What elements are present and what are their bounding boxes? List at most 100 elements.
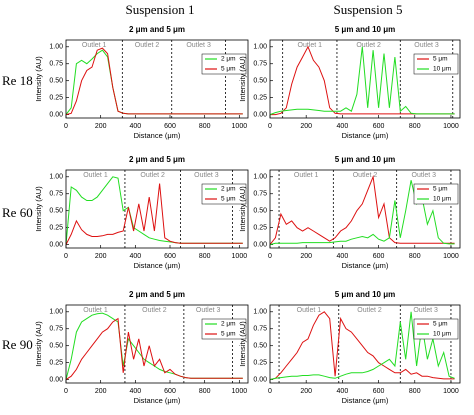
- y-tick-label: 1.00: [49, 44, 63, 51]
- legend-label: 10 μm: [433, 331, 451, 338]
- x-tick-label: 600: [164, 388, 176, 395]
- legend-label: 5 μm: [433, 321, 448, 328]
- x-tick-label: 200: [300, 253, 312, 260]
- x-tick-label: 0: [268, 123, 272, 130]
- y-tick-label: 0.50: [49, 78, 63, 85]
- plot-frame: [65, 304, 249, 384]
- x-tick-label: 600: [373, 253, 385, 260]
- x-tick-label: 800: [409, 388, 421, 395]
- y-tick-label: 0.00: [49, 376, 63, 383]
- x-tick-label: 400: [129, 388, 141, 395]
- plot-frame: [269, 304, 461, 384]
- x-tick-label: 0: [64, 123, 68, 130]
- outlet-label: Outlet 2: [356, 42, 381, 49]
- legend-label: 2 μm: [221, 56, 236, 63]
- outlet-label: Outlet 3: [196, 307, 221, 314]
- outlet-label: Outlet 3: [186, 42, 211, 49]
- x-tick-label: 800: [409, 253, 421, 260]
- y-tick-label: 0.50: [49, 208, 63, 215]
- x-tick-label: 600: [373, 123, 385, 130]
- legend-label: 10 μm: [433, 196, 451, 203]
- y-tick-label: 0.75: [49, 61, 63, 68]
- x-tick-label: 400: [337, 123, 349, 130]
- x-tick-label: 200: [95, 123, 107, 130]
- plot-frame: [65, 169, 249, 249]
- y-axis-label: Intensity (AU): [238, 56, 247, 102]
- x-tick-label: 1000: [232, 123, 248, 130]
- outlet-label: Outlet 2: [142, 307, 167, 314]
- outlet-label: Outlet 2: [357, 307, 382, 314]
- row-label: Re 60: [2, 205, 33, 220]
- x-tick-label: 1000: [443, 388, 459, 395]
- x-tick-label: 800: [199, 388, 211, 395]
- y-tick-label: 1.00: [253, 44, 267, 51]
- x-axis-label: Distance (μm): [134, 261, 181, 270]
- chart-title: 2 μm and 5 μm: [129, 155, 185, 164]
- y-tick-label: 0.00: [253, 241, 267, 248]
- series-line: [269, 180, 455, 246]
- x-tick-label: 400: [337, 253, 349, 260]
- x-tick-label: 800: [199, 253, 211, 260]
- y-axis-label: Intensity (AU): [34, 186, 43, 232]
- x-tick-label: 400: [337, 388, 349, 395]
- y-tick-label: 0.00: [253, 376, 267, 383]
- x-tick-label: 400: [129, 253, 141, 260]
- y-tick-label: 0.50: [49, 343, 63, 350]
- y-axis-label: Intensity (AU): [34, 321, 43, 367]
- y-axis-label: Intensity (AU): [238, 186, 247, 232]
- x-axis-label: Distance (μm): [342, 261, 389, 270]
- x-tick-label: 200: [95, 388, 107, 395]
- x-tick-label: 400: [129, 123, 141, 130]
- x-tick-label: 200: [95, 253, 107, 260]
- outlet-label: Outlet 1: [83, 172, 108, 179]
- outlet-label: Outlet 2: [353, 172, 378, 179]
- outlet-label: Outlet 1: [297, 307, 322, 314]
- chart-title: 2 μm and 5 μm: [129, 290, 185, 299]
- y-tick-label: 1.00: [49, 309, 63, 316]
- chart-title: 2 μm and 5 μm: [129, 25, 185, 34]
- x-tick-label: 0: [268, 388, 272, 395]
- series-line: [65, 47, 243, 116]
- y-tick-label: 0.25: [253, 224, 267, 231]
- y-tick-label: 0.00: [253, 111, 267, 118]
- chart-title: 5 μm and 10 μm: [335, 25, 395, 34]
- chart-title: 5 μm and 10 μm: [335, 290, 395, 299]
- x-tick-label: 800: [409, 123, 421, 130]
- x-axis-label: Distance (μm): [342, 131, 389, 140]
- series-line: [269, 46, 455, 116]
- outlet-label: Outlet 1: [294, 172, 319, 179]
- legend-label: 2 μm: [221, 321, 236, 328]
- outlet-label: Outlet 1: [298, 42, 323, 49]
- x-tick-label: 200: [300, 123, 312, 130]
- y-tick-label: 0.75: [49, 326, 63, 333]
- outlet-label: Outlet 1: [83, 307, 108, 314]
- y-tick-label: 0.50: [253, 208, 267, 215]
- plot-frame: [269, 39, 461, 119]
- y-tick-label: 0.25: [49, 94, 63, 101]
- series-line: [269, 174, 455, 245]
- outlet-label: Outlet 3: [414, 42, 439, 49]
- y-tick-label: 1.00: [253, 174, 267, 181]
- series-line: [269, 311, 455, 381]
- series-line: [65, 317, 243, 381]
- x-tick-label: 600: [164, 253, 176, 260]
- legend-label: 5 μm: [433, 186, 448, 193]
- x-tick-label: 200: [300, 388, 312, 395]
- x-tick-label: 1000: [443, 123, 459, 130]
- x-tick-label: 0: [268, 253, 272, 260]
- x-axis-label: Distance (μm): [342, 396, 389, 405]
- y-tick-label: 0.50: [253, 78, 267, 85]
- plot-frame: [65, 39, 249, 119]
- x-tick-label: 0: [64, 253, 68, 260]
- series-line: [65, 183, 243, 245]
- outlet-label: Outlet 2: [140, 172, 165, 179]
- y-tick-label: 0.50: [253, 343, 267, 350]
- x-tick-label: 800: [199, 123, 211, 130]
- row-label: Re 90: [2, 337, 33, 352]
- y-tick-label: 0.75: [253, 326, 267, 333]
- y-tick-label: 1.00: [253, 309, 267, 316]
- outlet-label: Outlet 3: [194, 172, 219, 179]
- y-tick-label: 0.00: [49, 241, 63, 248]
- x-tick-label: 1000: [232, 253, 248, 260]
- x-tick-label: 1000: [443, 253, 459, 260]
